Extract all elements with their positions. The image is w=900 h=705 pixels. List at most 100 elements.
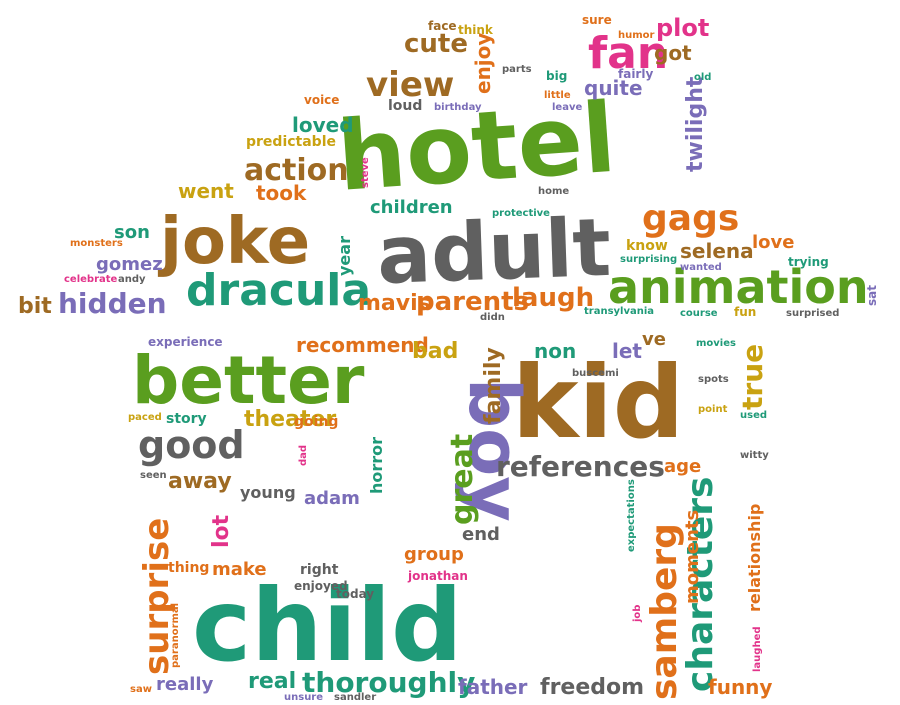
word-old: old	[694, 72, 711, 83]
word-loud: loud	[388, 98, 422, 114]
word-quite: quite	[584, 76, 643, 100]
word-loved: loved	[292, 113, 354, 137]
word-laugh: laugh	[512, 283, 594, 313]
word-horror: horror	[367, 437, 386, 494]
word-know: know	[626, 238, 668, 254]
word-recommend: recommend	[296, 333, 429, 357]
word-andy: andy	[118, 274, 146, 285]
word-young: young	[240, 483, 296, 502]
word-took: took	[256, 181, 307, 205]
word-father: father	[458, 675, 528, 699]
word-view: view	[366, 65, 454, 105]
word-son: son	[114, 222, 150, 243]
word-real: real	[248, 669, 296, 694]
word-course: course	[680, 308, 718, 319]
word-ve: ve	[642, 329, 666, 350]
word-kid: kid	[512, 344, 684, 461]
word-gags: gags	[642, 198, 739, 239]
word-sat: sat	[865, 285, 879, 306]
word-birthday: birthday	[434, 102, 482, 113]
word-group: group	[404, 544, 464, 565]
word-used: used	[740, 410, 767, 421]
word-leave: leave	[552, 102, 582, 113]
word-characters: characters	[680, 477, 721, 692]
word-away: away	[168, 469, 232, 494]
word-surprise: surprise	[137, 518, 177, 675]
word-think: think	[458, 23, 494, 37]
word-end: end	[462, 524, 500, 545]
word-year: year	[335, 236, 354, 276]
word-transylvania: transylvania	[584, 306, 654, 317]
word-got: got	[654, 41, 692, 65]
word-face: face	[428, 19, 457, 33]
word-fan: fan	[588, 28, 668, 79]
word-seen: seen	[140, 470, 167, 481]
word-parents: parents	[416, 287, 529, 317]
word-moments: moments	[682, 510, 703, 604]
word-celebrate: celebrate	[64, 274, 118, 285]
word-funny: funny	[708, 675, 772, 699]
word-references: references	[496, 450, 665, 483]
word-relationship: relationship	[745, 504, 764, 612]
word-theater: theater	[244, 407, 336, 432]
word-animation: animation	[608, 260, 869, 314]
word-adam: adam	[304, 488, 360, 509]
word-experience: experience	[148, 335, 223, 349]
word-paranormal: paranormal	[170, 603, 181, 668]
word-unsure: unsure	[284, 692, 323, 703]
word-non: non	[534, 339, 576, 363]
word-samberg: samberg	[644, 523, 685, 700]
word-laughed: laughed	[752, 626, 763, 672]
word-buscemi: buscemi	[572, 368, 619, 379]
word-home: home	[538, 186, 569, 197]
word-good: good	[138, 423, 245, 467]
word-predictable: predictable	[246, 134, 336, 150]
word-family: family	[481, 347, 506, 424]
word-job: job	[632, 605, 643, 623]
word-voice: voice	[304, 93, 339, 107]
word-surprising: surprising	[620, 254, 677, 265]
word-cute: cute	[404, 29, 468, 59]
word-humor: humor	[618, 30, 655, 41]
word-hotel: hotel	[334, 82, 619, 213]
word-went: went	[178, 179, 234, 203]
word-lot: lot	[209, 514, 234, 548]
word-sure: sure	[582, 13, 612, 27]
word-sandler: sandler	[334, 692, 376, 703]
word-children: children	[370, 197, 453, 218]
word-trying: trying	[788, 255, 829, 269]
word-child: child	[192, 567, 463, 684]
word-monsters: monsters	[70, 238, 123, 249]
word-joke: joke	[157, 205, 310, 279]
word-boy: boy	[453, 378, 535, 522]
word-make: make	[212, 559, 267, 580]
word-age: age	[664, 456, 701, 477]
word-love: love	[752, 232, 794, 253]
word-didn: didn	[480, 312, 505, 323]
word-wanted: wanted	[680, 262, 722, 273]
word-plot: plot	[656, 14, 709, 42]
word-great: great	[445, 434, 480, 525]
word-enjoyed: enjoyed	[294, 579, 348, 593]
word-let: let	[612, 339, 642, 363]
word-mavis: mavis	[358, 291, 431, 316]
word-saw: saw	[130, 684, 152, 695]
word-freedom: freedom	[540, 675, 644, 700]
word-big: big	[546, 69, 567, 83]
word-little: little	[544, 90, 571, 101]
word-paced: paced	[128, 412, 162, 423]
word-bit: bit	[18, 294, 52, 319]
word-better: better	[132, 342, 365, 419]
word-true: true	[736, 344, 769, 410]
word-action: action	[244, 153, 349, 188]
word-jonathan: jonathan	[407, 569, 468, 583]
word-fun: fun	[734, 305, 756, 319]
word-thing: thing	[168, 560, 209, 576]
word-really: really	[156, 674, 214, 695]
word-hidden: hidden	[58, 287, 167, 320]
word-going: going	[294, 414, 338, 430]
word-dad: dad	[298, 445, 309, 466]
word-enjoy: enjoy	[471, 33, 495, 94]
word-gomez: gomez	[96, 254, 163, 275]
